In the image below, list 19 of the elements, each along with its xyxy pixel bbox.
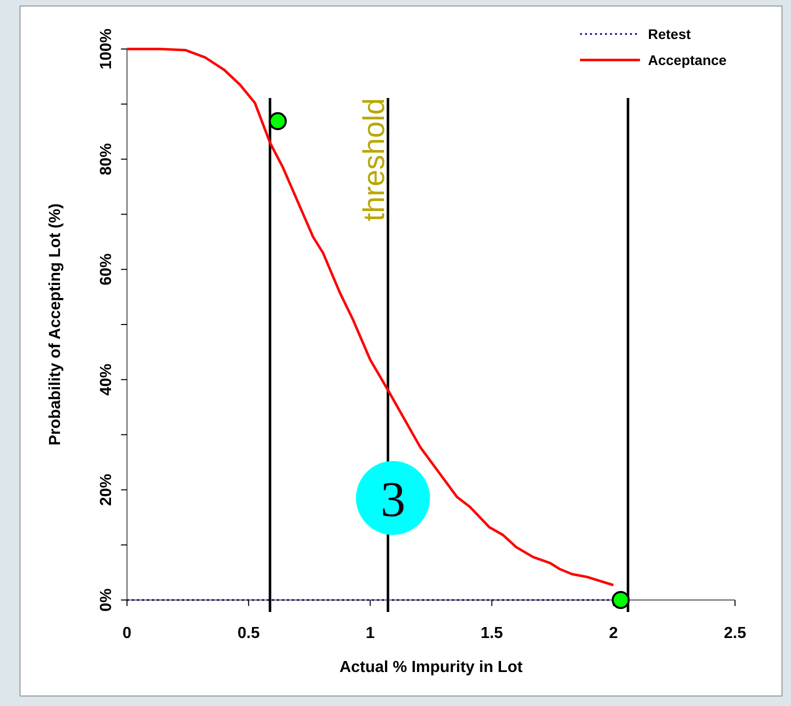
legend-label: Acceptance [648,52,727,68]
x-tick-label: 0 [122,625,132,642]
y-tick-label: 20% [98,474,115,506]
y-tick-label: 40% [98,364,115,396]
x-tick-label: 2 [608,625,618,642]
y-axis-title: Probability of Accepting Lot (%) [47,203,64,446]
line-series [126,48,615,586]
y-tick-label: 60% [98,253,115,286]
x-tick-label: 1.5 [480,625,504,642]
x-tick-label: 2.5 [724,625,746,642]
legend-label: Retest [648,26,692,42]
ref-line-label: threshold [358,98,391,222]
x-tick-label: 1 [366,625,375,642]
y-tick-label: 100% [98,28,115,70]
annotation: 3 [380,471,406,527]
x-tick-label: 0.5 [237,625,260,642]
y-tick-label: 0% [98,588,115,612]
x-axis-title: Actual % Impurity in Lot [339,659,524,676]
y-tick-label: 80% [98,143,115,176]
